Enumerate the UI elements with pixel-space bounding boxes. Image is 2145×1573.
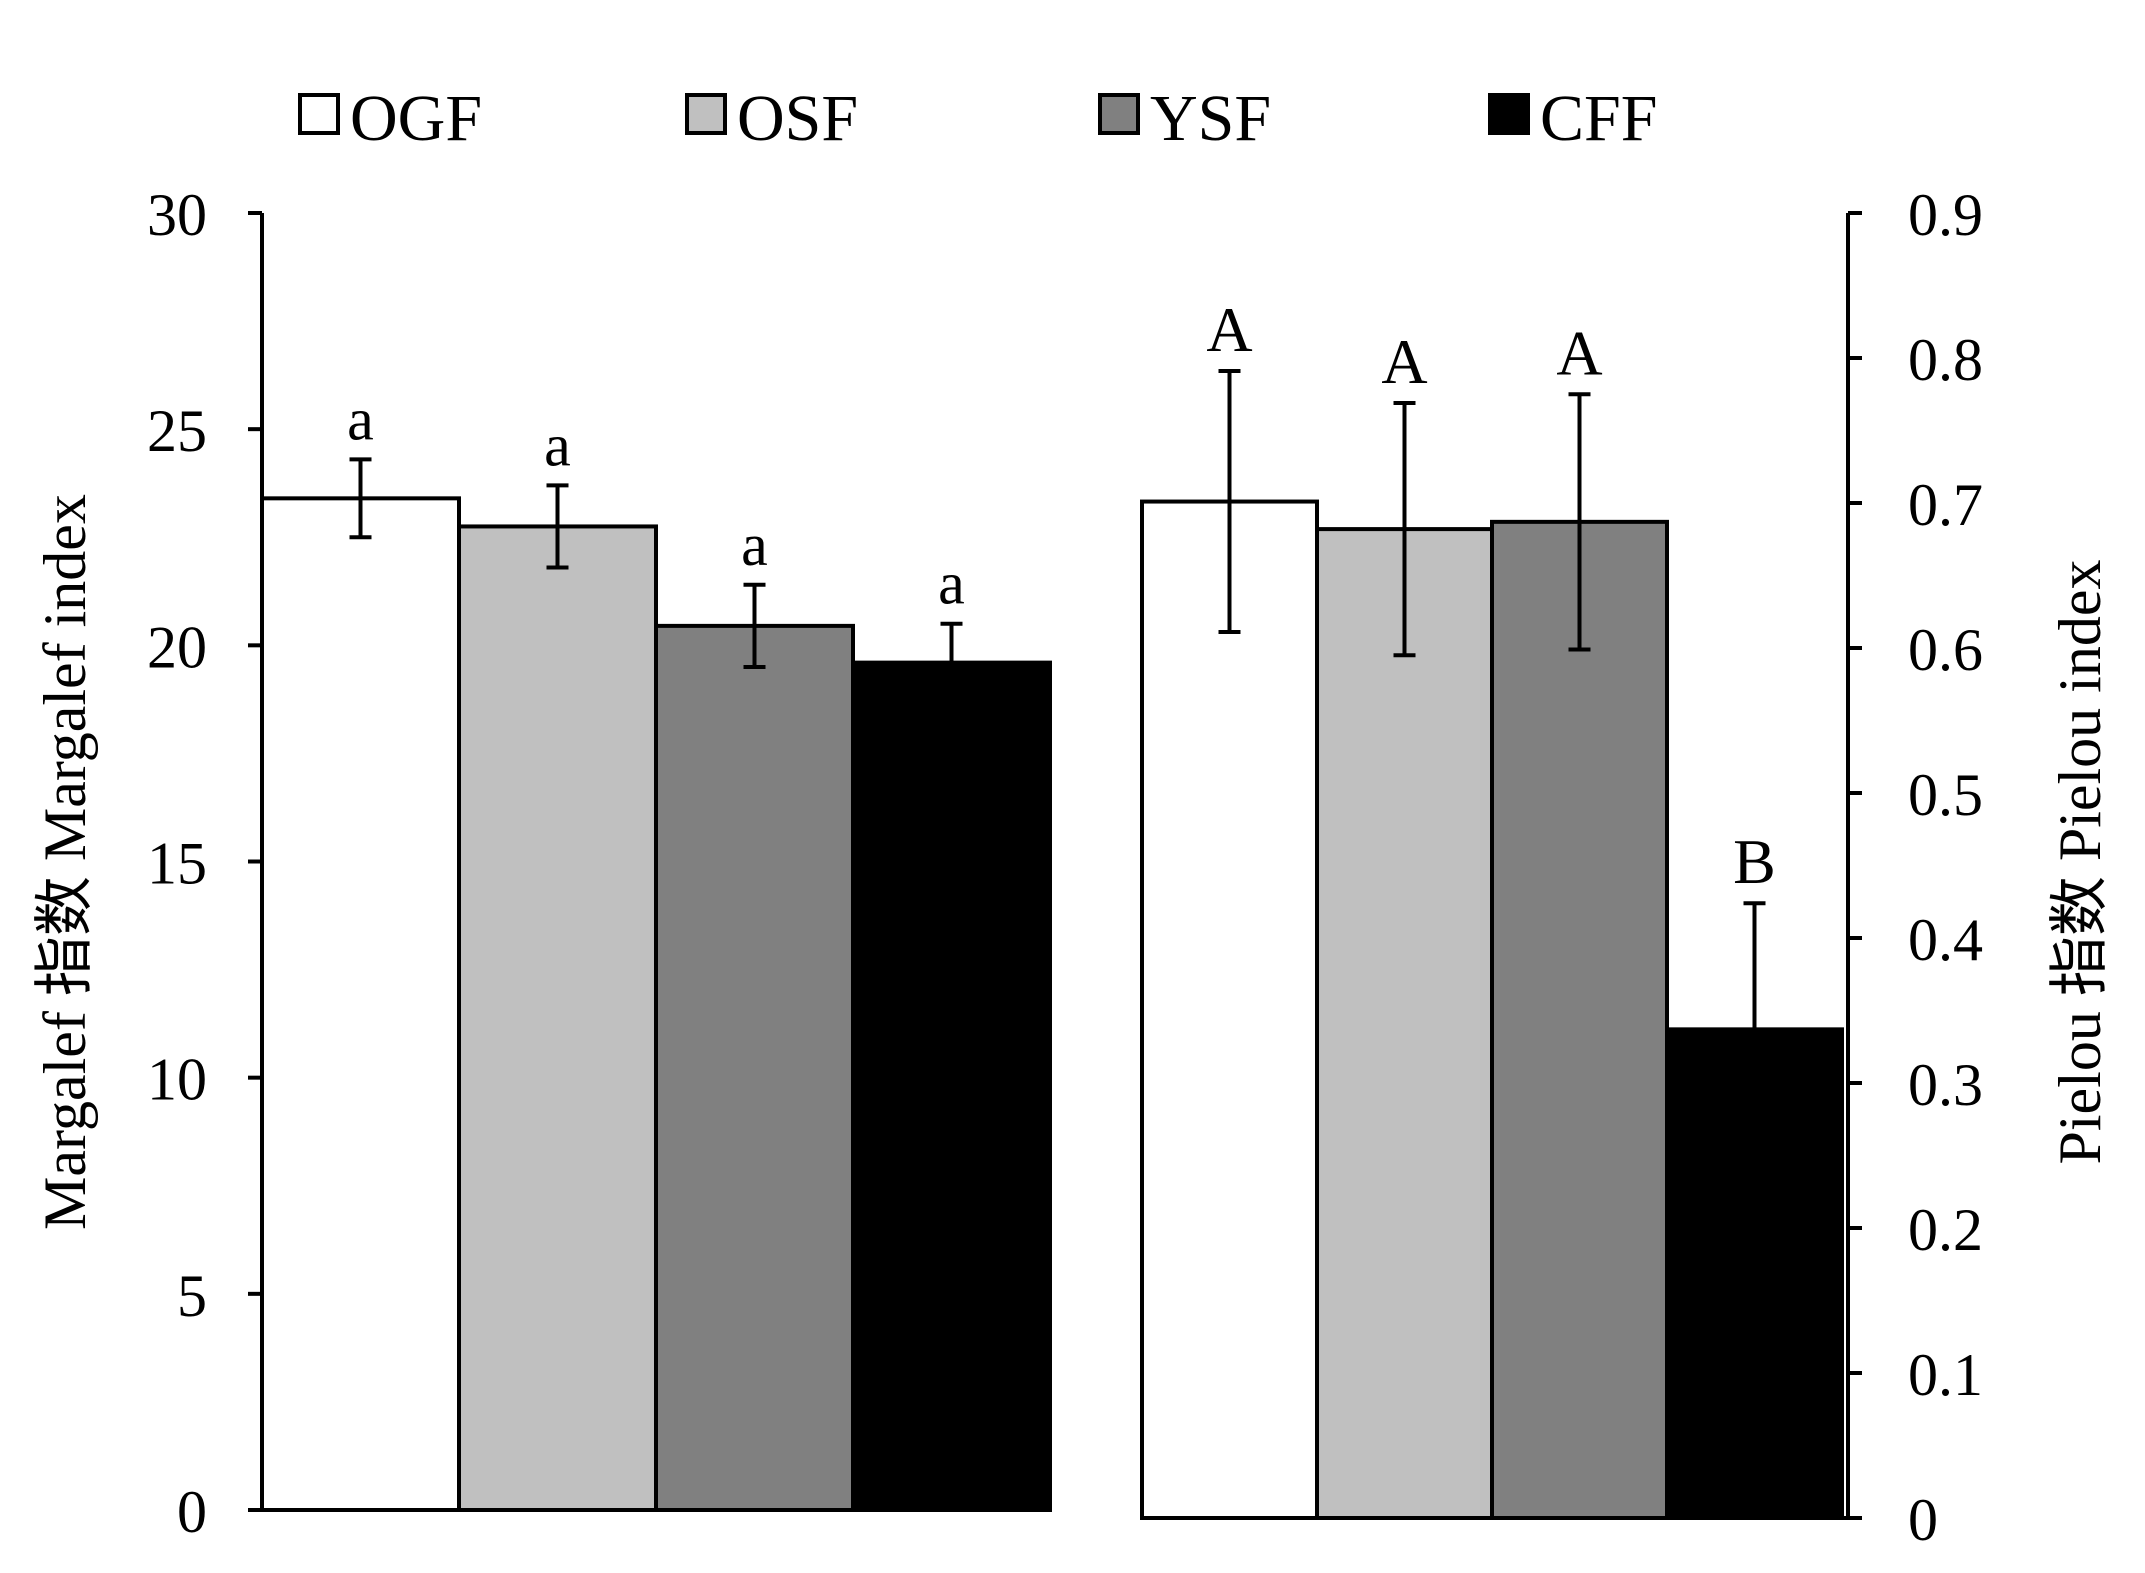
- legend-label-cff: CFF: [1540, 82, 1657, 155]
- pielou-y-tick-label: 0.2: [1908, 1197, 1983, 1263]
- margalef-bar-ysf: [654, 623, 855, 1512]
- legend-swatch-ogf: [298, 93, 340, 135]
- margalef-y-tick-label: 0: [177, 1479, 207, 1545]
- margalef-bar-ogf: [260, 496, 461, 1512]
- pielou-bar-ysf: [1490, 519, 1669, 1520]
- pielou-significance-cff: B: [1733, 826, 1776, 897]
- pielou-y-tick-label: 0.8: [1908, 327, 1983, 393]
- pielou-panel: A A A B 0 0.1 0.2 0.3 0.4 0.5 0.6 0.7 0.8 0.9 Pielou 指…: [1140, 182, 2113, 1553]
- margalef-significance-cff: a: [938, 551, 965, 617]
- margalef-panel: a a a a 0 5 10 15 20 25 30 Margalef 指数 Margalef ind…: [32, 182, 1052, 1545]
- pielou-bar-osf: [1315, 527, 1494, 1520]
- margalef-bar-cff: [851, 660, 1052, 1512]
- margalef-y-tick-label: 30: [147, 182, 207, 248]
- margalef-y-tick-label: 10: [147, 1047, 207, 1113]
- pielou-significance-osf: A: [1381, 326, 1427, 397]
- legend-label-ogf: OGF: [350, 82, 482, 155]
- margalef-significance-osf: a: [544, 412, 571, 478]
- margalef-y-tick-label: 5: [177, 1263, 207, 1329]
- pielou-y-tick-label: 0.7: [1908, 472, 1983, 538]
- pielou-y-tick-label: 0.4: [1908, 907, 1983, 973]
- margalef-significance-ysf: a: [741, 512, 768, 578]
- pielou-y-tick-label: 0: [1908, 1487, 1938, 1553]
- pielou-bar-ogf: [1140, 499, 1319, 1520]
- pielou-y-tick-label: 0.9: [1908, 182, 1983, 248]
- pielou-y-axis-title: Pielou 指数 Pielou index: [2047, 560, 2113, 1165]
- pielou-y-tick-label: 0.5: [1908, 762, 1983, 828]
- pielou-y-tick-label: 0.3: [1908, 1052, 1983, 1118]
- margalef-bar-osf: [457, 524, 658, 1512]
- pielou-significance-ogf: A: [1206, 294, 1252, 365]
- legend-swatch-cff: [1488, 93, 1530, 135]
- legend-label-osf: OSF: [737, 82, 858, 155]
- margalef-significance-ogf: a: [347, 386, 374, 452]
- pielou-y-tick-label: 0.6: [1908, 617, 1983, 683]
- margalef-y-tick-label: 20: [147, 614, 207, 680]
- margalef-y-tick-label: 15: [147, 831, 207, 897]
- legend-label-ysf: YSF: [1150, 82, 1271, 155]
- pielou-y-tick-label: 0.1: [1908, 1342, 1983, 1408]
- legend: OGF OSF YSF CFF: [298, 82, 1657, 155]
- margalef-y-axis-title: Margalef 指数 Margalef index: [32, 494, 98, 1230]
- legend-swatch-osf: [685, 93, 727, 135]
- margalef-y-tick-label: 25: [147, 398, 207, 464]
- pielou-significance-ysf: A: [1556, 317, 1602, 388]
- legend-swatch-ysf: [1098, 93, 1140, 135]
